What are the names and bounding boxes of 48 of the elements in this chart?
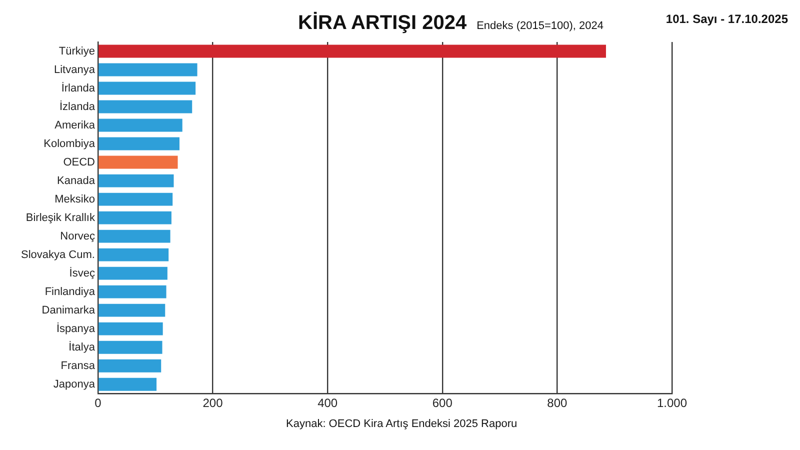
- bar: [98, 118, 182, 132]
- y-tick-label: Norveç: [60, 230, 96, 242]
- y-tick-label: Japonya: [53, 378, 96, 390]
- x-tick-label: 1.000: [656, 396, 688, 410]
- y-tick-label: İsveç: [69, 266, 96, 280]
- y-tick-label: OECD: [63, 156, 96, 168]
- text: 101. Sayı - 17.10.2025: [666, 12, 788, 26]
- bar: [98, 285, 166, 298]
- bar: [98, 100, 192, 114]
- y-tick-label: Kanada: [57, 174, 96, 187]
- y-tick-label: İspanya: [56, 322, 96, 335]
- bar: [98, 192, 173, 206]
- y-tick-label: Meksiko: [54, 193, 95, 206]
- x-tick-label: 800: [547, 396, 568, 410]
- bar: [98, 266, 168, 280]
- y-tick-label: Kolombiya: [44, 138, 96, 150]
- bar: [98, 211, 172, 224]
- y-tick-label: Fransa: [60, 360, 96, 372]
- bar: [98, 304, 166, 317]
- x-tick-label: 400: [318, 396, 338, 410]
- y-tick-label: Amerika: [54, 119, 96, 132]
- bar: [98, 174, 174, 188]
- chart-title: KİRA ARTIŞI 2024: [298, 12, 467, 35]
- bar: [98, 137, 180, 150]
- y-tick-label: İtalya: [68, 340, 96, 354]
- bar: [98, 248, 169, 262]
- bar: [98, 230, 170, 243]
- x-tick-label: 600: [432, 396, 453, 410]
- bar: [98, 82, 196, 95]
- x-tick-label: 0: [94, 396, 102, 410]
- y-tick-label: Birleşik Krallık: [26, 212, 96, 224]
- y-tick-label: Litvanya: [54, 64, 96, 76]
- bar: [98, 322, 163, 336]
- y-tick-label: Danimarka: [42, 304, 96, 316]
- y-tick-label: İzlanda: [59, 100, 96, 113]
- bar: [98, 44, 606, 58]
- y-tick-label: Türkiye: [58, 45, 95, 58]
- bar: [98, 340, 162, 354]
- x-tick-label: 200: [202, 396, 224, 410]
- y-tick-label: İrlanda: [61, 81, 96, 94]
- bar: [98, 378, 157, 391]
- bar: [98, 359, 162, 372]
- bar: [98, 156, 178, 169]
- chart-subtitle: Endeks (2015=100), 2024: [476, 20, 604, 32]
- y-tick-label: Slovakya Cum.: [20, 248, 95, 261]
- bar: [98, 63, 198, 76]
- y-tick-label: Finlandiya: [44, 286, 96, 298]
- text: Kaynak: OECD Kira Artış Endeksi 2025 Raporu: [286, 418, 518, 430]
